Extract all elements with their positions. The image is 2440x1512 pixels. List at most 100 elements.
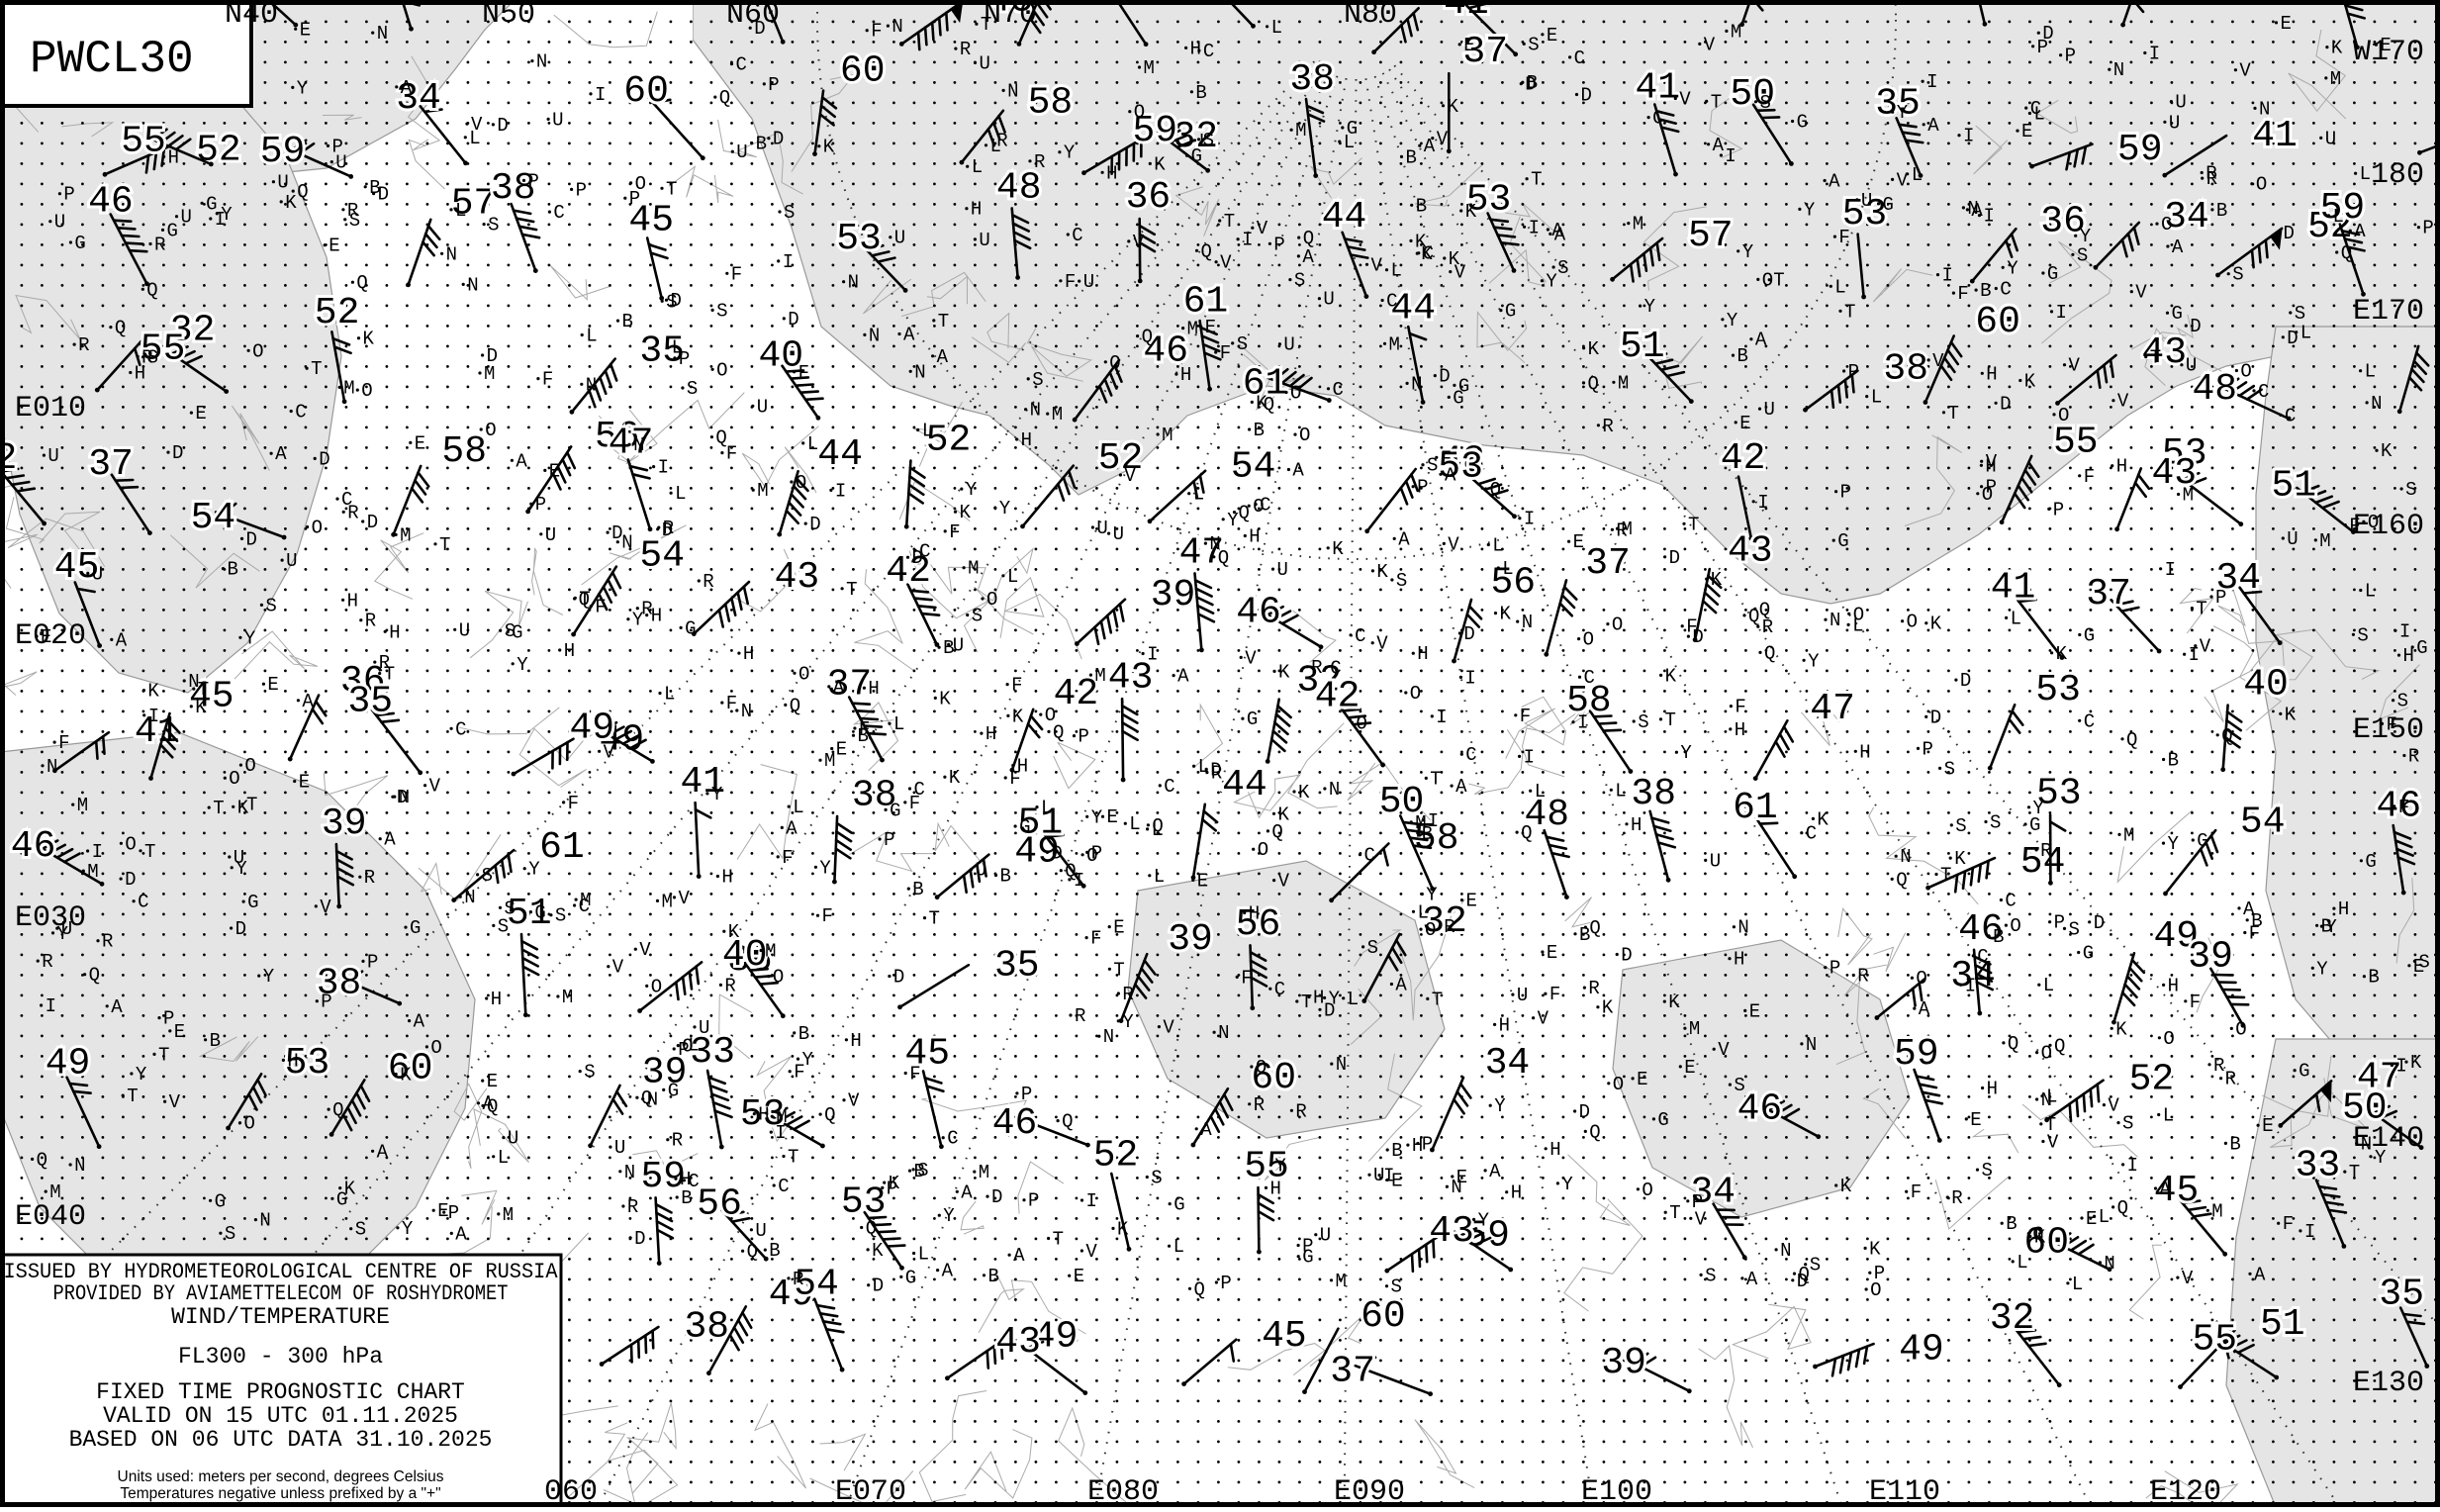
svg-text:G: G [2416, 637, 2427, 659]
svg-text:Y: Y [1064, 142, 1076, 164]
svg-text:O: O [1762, 269, 1773, 291]
svg-text:C: C [736, 54, 747, 76]
svg-text:Y: Y [2316, 958, 2328, 980]
svg-text:Q: Q [1764, 642, 1775, 664]
svg-text:Y: Y [516, 654, 528, 676]
svg-text:G: G [74, 233, 85, 254]
svg-text:H: H [868, 678, 879, 700]
svg-text:V: V [1448, 533, 1459, 555]
svg-text:A: A [384, 829, 396, 851]
svg-text:Q: Q [866, 1218, 877, 1240]
svg-text:Q: Q [1218, 547, 1229, 569]
svg-text:58: 58 [441, 430, 487, 473]
svg-text:46: 46 [992, 1102, 1038, 1145]
svg-text:O: O [1583, 629, 1594, 651]
svg-text:G: G [2029, 814, 2040, 836]
svg-text:S: S [1396, 570, 1407, 592]
svg-text:N: N [1329, 779, 1340, 801]
svg-text:46: 46 [11, 825, 56, 868]
svg-text:Y: Y [1494, 1095, 1506, 1117]
svg-text:I: I [2304, 1221, 2315, 1243]
svg-text:E130: E130 [2353, 1367, 2424, 1400]
svg-text:D: D [1930, 707, 1941, 728]
svg-text:V: V [1704, 34, 1716, 55]
svg-text:Q: Q [747, 1241, 758, 1263]
svg-text:Q: Q [115, 318, 126, 339]
svg-text:D: D [246, 528, 257, 550]
svg-text:L: L [1154, 866, 1165, 888]
svg-text:V: V [679, 888, 691, 909]
svg-text:T: T [158, 1044, 169, 1066]
svg-text:M: M [343, 377, 354, 399]
svg-text:Y: Y [528, 859, 540, 881]
svg-text:L: L [893, 713, 904, 735]
svg-text:S: S [2077, 244, 2088, 266]
svg-text:O: O [1907, 612, 1918, 633]
svg-text:F: F [2084, 466, 2095, 488]
svg-text:G: G [1019, 816, 1030, 838]
svg-text:P: P [2053, 499, 2064, 520]
svg-text:Y: Y [2325, 916, 2337, 938]
svg-text:L: L [586, 326, 597, 347]
svg-text:C: C [295, 402, 306, 424]
svg-text:C: C [553, 202, 564, 224]
svg-text:I: I [1926, 71, 1937, 93]
svg-text:T: T [1711, 91, 1722, 113]
svg-text:Q: Q [1065, 861, 1076, 883]
svg-text:I: I [1529, 217, 1540, 238]
svg-text:S: S [2069, 918, 2080, 940]
svg-text:F: F [2190, 992, 2201, 1013]
svg-text:L: L [664, 684, 675, 706]
svg-text:E030: E030 [15, 901, 86, 935]
svg-text:F: F [1065, 271, 1076, 293]
svg-text:H: H [1735, 719, 1745, 741]
svg-text:G: G [1797, 112, 1808, 134]
svg-text:L: L [1492, 535, 1503, 557]
svg-text:F: F [909, 793, 920, 814]
svg-text:R: R [2225, 1069, 2236, 1090]
svg-text:O: O [2041, 1043, 2052, 1065]
svg-text:N: N [2104, 1253, 2114, 1275]
svg-text:T: T [1531, 169, 1542, 191]
svg-text:O: O [798, 663, 809, 685]
svg-text:54: 54 [639, 535, 685, 578]
svg-text:Y: Y [966, 479, 978, 501]
svg-text:L: L [2043, 975, 2054, 996]
svg-text:S: S [666, 291, 677, 313]
svg-text:E: E [328, 236, 339, 257]
svg-text:P: P [1028, 1190, 1039, 1212]
svg-text:R: R [1588, 978, 1599, 999]
svg-text:L: L [469, 128, 480, 149]
svg-text:C: C [1386, 291, 1397, 313]
svg-text:R: R [1951, 1187, 1962, 1209]
svg-text:S: S [355, 1219, 366, 1241]
svg-text:T: T [439, 534, 450, 556]
svg-text:Q: Q [1748, 606, 1759, 627]
svg-text:T: T [788, 1147, 798, 1169]
svg-text:S: S [2397, 691, 2408, 712]
svg-text:A: A [1755, 330, 1767, 351]
svg-text:C: C [1652, 108, 1663, 130]
svg-text:54: 54 [191, 497, 236, 539]
svg-text:P: P [576, 179, 587, 201]
svg-text:A: A [1200, 1119, 1212, 1141]
svg-text:Q: Q [1109, 352, 1120, 374]
svg-text:F: F [726, 443, 737, 465]
svg-text:S: S [2232, 264, 2243, 286]
svg-text:I: I [2399, 620, 2410, 642]
svg-text:H: H [1021, 429, 1032, 451]
svg-text:U: U [755, 1220, 766, 1242]
svg-text:B: B [1737, 345, 1748, 367]
svg-text:H: H [971, 199, 982, 221]
svg-text:D: D [367, 512, 378, 533]
svg-text:G: G [2365, 851, 2376, 873]
svg-text:D: D [125, 869, 136, 891]
svg-text:R: R [793, 1269, 803, 1290]
svg-text:H: H [1631, 814, 1642, 836]
svg-text:N: N [1103, 1026, 1114, 1048]
svg-text:S: S [505, 620, 516, 642]
svg-text:K: K [344, 1179, 356, 1200]
svg-text:S: S [2295, 303, 2305, 325]
svg-text:H: H [2168, 975, 2179, 996]
svg-text:F: F [2398, 797, 2409, 818]
